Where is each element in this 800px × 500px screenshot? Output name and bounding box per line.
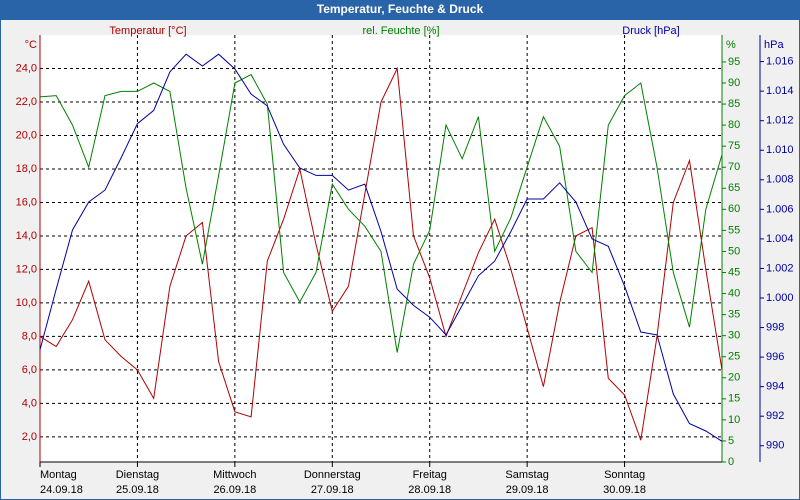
y3-tick-label: 1.016 <box>766 56 794 68</box>
x-tick-label: Donnerstag <box>304 469 361 481</box>
y3-unit: hPa <box>764 39 784 51</box>
plot-area <box>40 35 722 462</box>
series-line <box>39 73 723 353</box>
legend-label: Temperatur [°C] <box>109 25 186 37</box>
y3-tick-label: 1.002 <box>766 262 794 274</box>
y2-tick-label: 65 <box>728 182 740 194</box>
y-tick-label: 8,0 <box>22 330 37 342</box>
y-tick-label: 22,0 <box>16 96 37 108</box>
y2-tick-label: 50 <box>728 245 740 257</box>
y-tick-label: 24,0 <box>16 62 37 74</box>
x-tick-date: 26.09.18 <box>213 484 256 496</box>
y2-tick-label: 10 <box>728 414 740 426</box>
y2-tick-label: 0 <box>728 456 734 468</box>
x-tick-label: Mittwoch <box>213 469 256 481</box>
series-line <box>39 53 723 442</box>
y-tick-label: 10,0 <box>16 297 37 309</box>
y2-tick-label: 15 <box>728 393 740 405</box>
x-tick-label: Dienstag <box>116 469 159 481</box>
y3-tick-label: 992 <box>766 410 784 422</box>
y2-tick-label: 55 <box>728 224 740 236</box>
y-tick-label: 4,0 <box>22 397 37 409</box>
x-tick-date: 29.09.18 <box>506 484 549 496</box>
y-tick-label: 2,0 <box>22 431 37 443</box>
x-tick-date: 28.09.18 <box>408 484 451 496</box>
y3-tick-label: 1.014 <box>766 85 794 97</box>
y2-tick-label: 70 <box>728 161 740 173</box>
y3-tick-label: 1.008 <box>766 174 794 186</box>
legend-label: Druck [hPa] <box>622 25 679 37</box>
y2-tick-label: 30 <box>728 330 740 342</box>
y3-tick-label: 1.012 <box>766 115 794 127</box>
y2-tick-label: 95 <box>728 56 740 68</box>
x-tick-date: 30.09.18 <box>603 484 646 496</box>
title-bar <box>0 0 800 20</box>
y2-unit: % <box>726 39 736 51</box>
y2-tick-label: 90 <box>728 77 740 89</box>
x-tick-date: 27.09.18 <box>311 484 354 496</box>
y2-tick-label: 85 <box>728 98 740 110</box>
y-tick-label: 18,0 <box>16 163 37 175</box>
y2-tick-label: 5 <box>728 435 734 447</box>
y-unit: °C <box>25 39 37 51</box>
y3-tick-label: 1.010 <box>766 144 794 156</box>
x-tick-date: 24.09.18 <box>40 484 83 496</box>
y3-tick-label: 998 <box>766 321 784 333</box>
x-tick-label: Samstag <box>505 469 548 481</box>
y2-tick-label: 25 <box>728 351 740 363</box>
y2-tick-label: 20 <box>728 372 740 384</box>
y-tick-label: 6,0 <box>22 364 37 376</box>
y2-tick-label: 80 <box>728 119 740 131</box>
y3-tick-label: 996 <box>766 351 784 363</box>
y-tick-label: 16,0 <box>16 196 37 208</box>
y2-tick-label: 45 <box>728 266 740 278</box>
y-tick-label: 20,0 <box>16 129 37 141</box>
y3-tick-label: 1.000 <box>766 292 794 304</box>
y2-tick-label: 35 <box>728 309 740 321</box>
chart-title: Temperatur, Feuchte & Druck <box>317 2 484 16</box>
x-tick-label: Montag <box>40 469 77 481</box>
series-line <box>39 66 723 441</box>
y3-tick-label: 1.004 <box>766 233 794 245</box>
y3-tick-label: 1.006 <box>766 203 794 215</box>
y-tick-label: 12,0 <box>16 263 37 275</box>
y2-tick-label: 60 <box>728 203 740 215</box>
y-tick-label: 14,0 <box>16 230 37 242</box>
y3-tick-label: 990 <box>766 440 784 452</box>
y2-tick-label: 75 <box>728 140 740 152</box>
y2-tick-label: 40 <box>728 287 740 299</box>
x-tick-date: 25.09.18 <box>116 484 159 496</box>
legend-label: rel. Feuchte [%] <box>362 25 439 37</box>
x-tick-label: Freitag <box>413 469 447 481</box>
x-tick-label: Sonntag <box>604 469 645 481</box>
y3-tick-label: 994 <box>766 381 784 393</box>
